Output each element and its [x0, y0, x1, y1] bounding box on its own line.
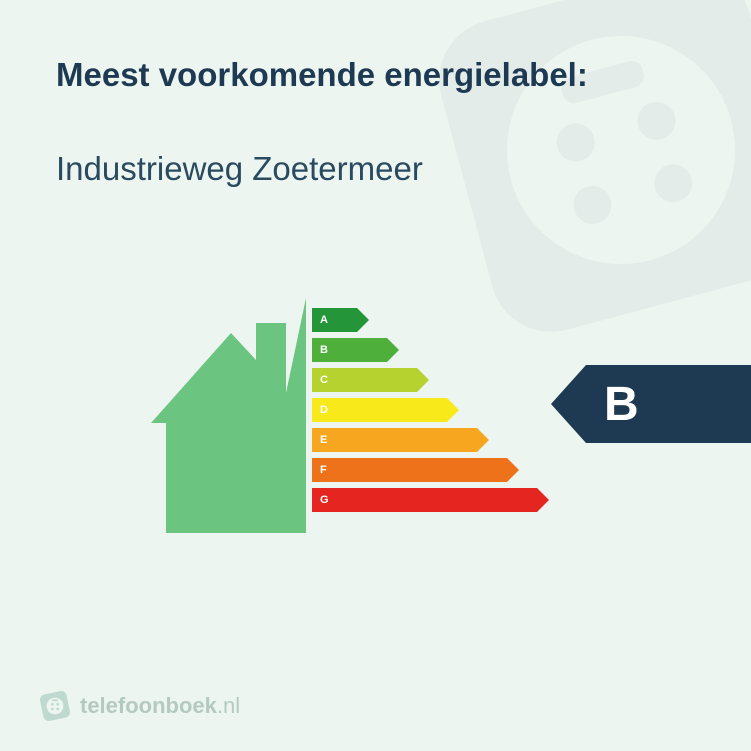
- energy-bar-row: A: [312, 308, 549, 332]
- energy-bar-arrow: [537, 488, 549, 512]
- energy-bar: A: [312, 308, 369, 332]
- selected-label-badge: B: [551, 365, 751, 443]
- energy-bar-row: E: [312, 428, 549, 452]
- energy-bar-label: E: [312, 428, 477, 452]
- energy-bar: F: [312, 458, 519, 482]
- energy-bar: G: [312, 488, 549, 512]
- energy-bar-label: F: [312, 458, 507, 482]
- energy-bar-label: G: [312, 488, 537, 512]
- page-title: Meest voorkomende energielabel:: [56, 56, 695, 94]
- energy-bar-label: C: [312, 368, 417, 392]
- location-subtitle: Industrieweg Zoetermeer: [56, 150, 695, 188]
- house-icon: [151, 298, 306, 533]
- badge-body: B: [586, 365, 751, 443]
- energy-bar-label: A: [312, 308, 357, 332]
- energy-bar-label: D: [312, 398, 447, 422]
- energy-bar-arrow: [417, 368, 429, 392]
- energy-bar: E: [312, 428, 489, 452]
- energy-bar-row: C: [312, 368, 549, 392]
- footer-logo-icon: [40, 691, 70, 721]
- energy-bar-arrow: [507, 458, 519, 482]
- footer-brand-light: .nl: [217, 693, 240, 718]
- energy-bar-row: B: [312, 338, 549, 362]
- energy-bar-arrow: [357, 308, 369, 332]
- energy-bar-row: D: [312, 398, 549, 422]
- energy-bar: C: [312, 368, 429, 392]
- badge-arrow: [551, 365, 586, 443]
- footer-text: telefoonboek.nl: [80, 693, 240, 719]
- house-shape: [151, 298, 306, 533]
- energy-bar-label: B: [312, 338, 387, 362]
- energy-bar-arrow: [447, 398, 459, 422]
- energy-bar: D: [312, 398, 459, 422]
- energy-bar-arrow: [477, 428, 489, 452]
- content-area: Meest voorkomende energielabel: Industri…: [0, 0, 751, 533]
- energy-bar: B: [312, 338, 399, 362]
- energy-bars-container: ABCDEFG: [312, 298, 549, 518]
- footer-branding: telefoonboek.nl: [40, 691, 240, 721]
- footer-brand-bold: telefoonboek: [80, 693, 217, 718]
- energy-bar-row: F: [312, 458, 549, 482]
- energy-bar-arrow: [387, 338, 399, 362]
- energy-bar-row: G: [312, 488, 549, 512]
- badge-letter: B: [604, 377, 639, 432]
